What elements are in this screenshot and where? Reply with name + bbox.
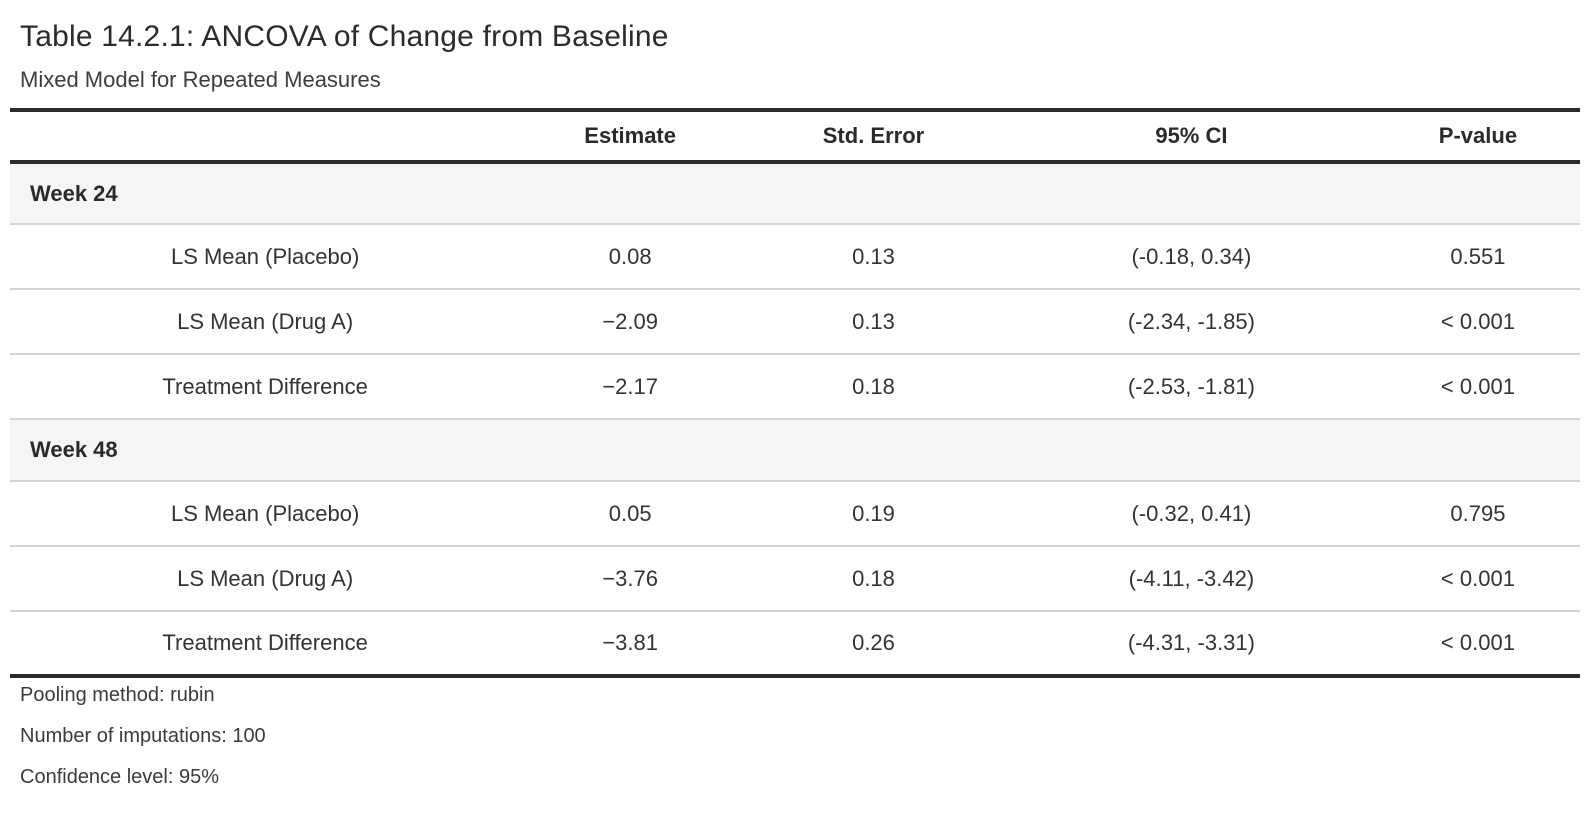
row-label: LS Mean (Drug A) — [177, 565, 354, 591]
table-title: Table 14.2.1: ANCOVA of Change from Base… — [20, 20, 669, 53]
table-row: Treatment Difference −3.81 0.26 (-4.31, … — [10, 611, 1580, 676]
ci-value: (-2.34, -1.85) — [1127, 308, 1255, 334]
ancova-results-table: Estimate Std. Error 95% CI P-value Week … — [10, 108, 1580, 678]
ci-value: (-0.32, 0.41) — [1131, 500, 1252, 526]
row-label: LS Mean (Placebo) — [170, 243, 360, 269]
std-error-value: 0.26 — [852, 630, 895, 655]
table-heading: Table 14.2.1: ANCOVA of Change from Base… — [10, 20, 1580, 93]
table-row: LS Mean (Drug A) −2.09 0.13 (-2.34, -1.8… — [10, 289, 1580, 354]
row-label: Treatment Difference — [162, 373, 368, 399]
ci-value: (-4.31, -3.31) — [1127, 630, 1255, 655]
p-value: < 0.001 — [1440, 630, 1515, 655]
row-label: LS Mean (Placebo) — [170, 500, 360, 526]
p-value: 0.795 — [1450, 500, 1506, 526]
group-header-week-48: Week 48 — [10, 419, 1580, 481]
p-value: < 0.001 — [1440, 373, 1515, 399]
std-error-value: 0.13 — [852, 308, 895, 334]
ci-value: (-4.11, -3.42) — [1128, 565, 1255, 591]
estimate-value: 0.08 — [608, 243, 652, 269]
std-error-value: 0.19 — [852, 500, 895, 526]
p-value: 0.551 — [1450, 243, 1506, 269]
estimate-value: −2.09 — [602, 308, 658, 334]
std-error-value: 0.13 — [852, 243, 895, 269]
column-header-ci: 95% CI — [1155, 123, 1228, 148]
std-error-value: 0.18 — [852, 565, 895, 591]
footnote-confidence-level: Confidence level: 95% — [20, 766, 220, 788]
table-row: Treatment Difference −2.17 0.18 (-2.53, … — [10, 354, 1580, 419]
column-header-estimate: Estimate — [584, 123, 676, 148]
table-row: LS Mean (Placebo) 0.08 0.13 (-0.18, 0.34… — [10, 224, 1580, 289]
row-label: LS Mean (Drug A) — [177, 308, 354, 334]
table-subtitle: Mixed Model for Repeated Measures — [20, 67, 381, 92]
table-row: LS Mean (Placebo) 0.05 0.19 (-0.32, 0.41… — [10, 481, 1580, 546]
ci-value: (-2.53, -1.81) — [1127, 373, 1255, 399]
estimate-value: −3.81 — [602, 630, 658, 655]
estimate-value: −3.76 — [602, 565, 658, 591]
table-header: Estimate Std. Error 95% CI P-value — [10, 110, 1580, 162]
p-value: < 0.001 — [1440, 565, 1515, 591]
row-label: Treatment Difference — [162, 630, 368, 655]
column-header-p-value: P-value — [1438, 123, 1518, 148]
column-header-std-error: Std. Error — [822, 123, 925, 148]
group-label: Week 24 — [10, 162, 1580, 224]
std-error-value: 0.18 — [852, 373, 895, 399]
estimate-value: 0.05 — [608, 500, 652, 526]
column-header-stub — [10, 110, 520, 162]
table-footnotes: Pooling method: rubin Number of imputati… — [10, 685, 1580, 787]
header-row: Estimate Std. Error 95% CI P-value — [10, 110, 1580, 162]
footnote-pooling-method: Pooling method: rubin — [20, 684, 215, 706]
estimate-value: −2.17 — [602, 373, 658, 399]
group-header-week-24: Week 24 — [10, 162, 1580, 224]
p-value: < 0.001 — [1440, 308, 1515, 334]
table-row: LS Mean (Drug A) −3.76 0.18 (-4.11, -3.4… — [10, 546, 1580, 611]
ci-value: (-0.18, 0.34) — [1131, 243, 1252, 269]
footnote-imputations: Number of imputations: 100 — [20, 725, 266, 747]
group-label: Week 48 — [10, 419, 1580, 481]
